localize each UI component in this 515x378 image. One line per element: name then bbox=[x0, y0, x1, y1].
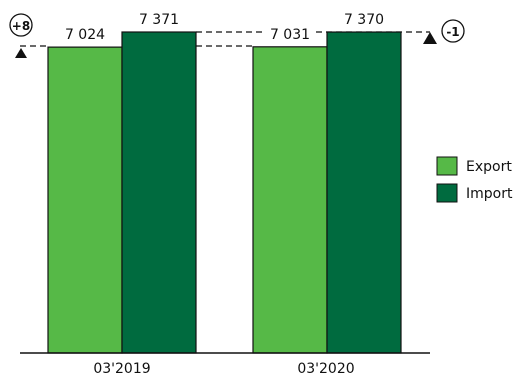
bar-export-1 bbox=[252, 46, 328, 354]
export-up-triangle-icon bbox=[15, 48, 27, 58]
import-change-annotation: -1 bbox=[423, 19, 465, 44]
bars bbox=[47, 31, 402, 354]
value-label-export-0: 7 024 bbox=[65, 27, 105, 43]
value-label-import-1: 7 370 bbox=[344, 12, 384, 28]
import-change-badge bbox=[441, 19, 465, 43]
category-label-0: 03'2019 bbox=[93, 361, 150, 377]
legend: Export Import bbox=[436, 156, 513, 203]
category-label-1: 03'2020 bbox=[297, 361, 354, 377]
export-change-annotation: +8 bbox=[9, 13, 33, 58]
legend-label-export: Export bbox=[466, 159, 512, 175]
value-label-bg-import-0 bbox=[133, 8, 185, 26]
value-labels: 7 024 7 371 7 031 7 370 bbox=[59, 8, 390, 43]
import-up-triangle-icon bbox=[423, 32, 437, 44]
bar-export-0 bbox=[47, 46, 123, 354]
value-label-bg-export-0 bbox=[59, 23, 111, 42]
value-label-bg-export-1 bbox=[264, 22, 316, 41]
value-label-export-1: 7 031 bbox=[270, 27, 310, 43]
export-change-badge bbox=[9, 13, 33, 37]
value-label-import-0: 7 371 bbox=[139, 12, 179, 28]
export-change-text: +8 bbox=[12, 19, 30, 33]
import-change-text: -1 bbox=[446, 25, 459, 39]
bar-import-1 bbox=[326, 31, 402, 354]
value-label-bg-import-1 bbox=[338, 8, 390, 27]
legend-label-import: Import bbox=[466, 186, 513, 202]
legend-swatch-import bbox=[436, 183, 458, 203]
legend-swatch-export bbox=[436, 156, 458, 176]
bar-import-0 bbox=[121, 31, 197, 354]
